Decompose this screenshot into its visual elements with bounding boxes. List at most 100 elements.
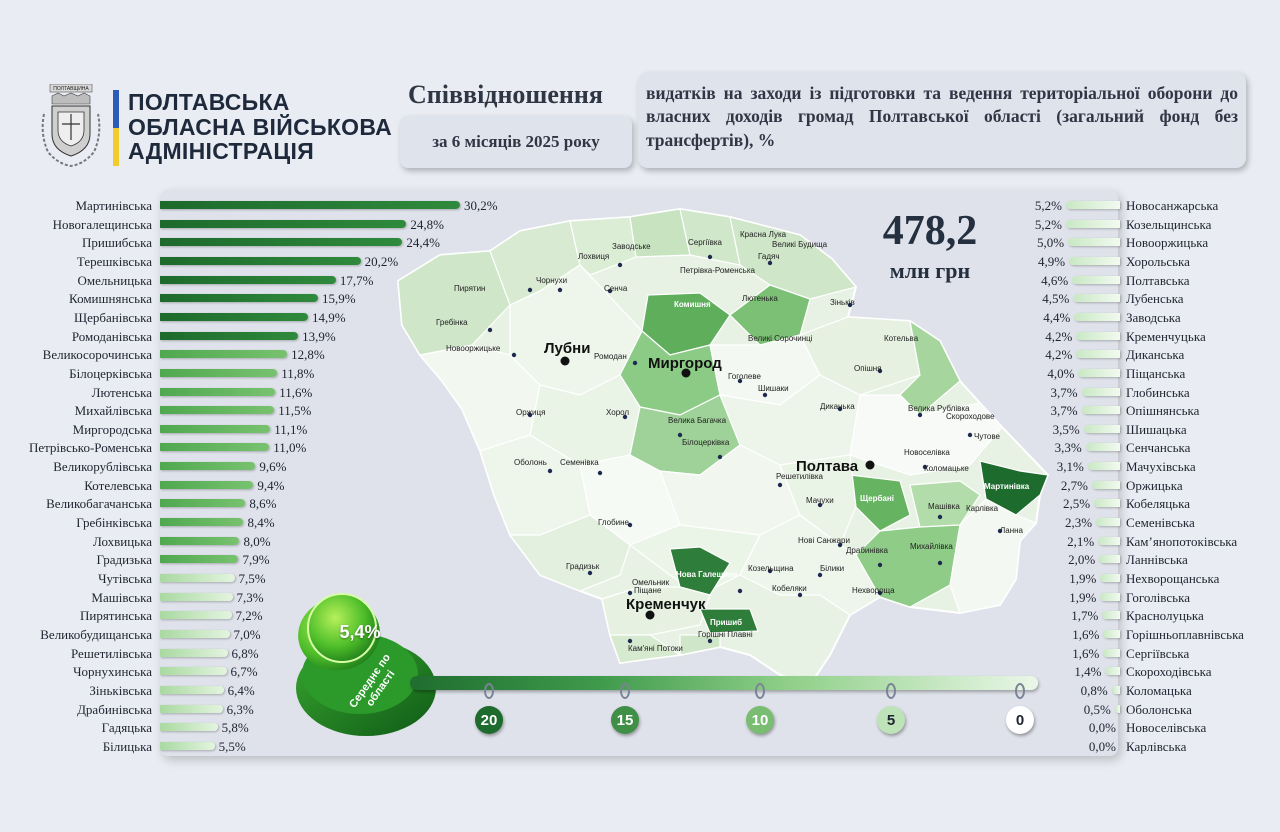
bar bbox=[1105, 667, 1120, 676]
bar-value-label: 6,8% bbox=[231, 645, 259, 661]
right-bar-row: 2,7% Оржицька bbox=[0, 477, 1280, 495]
map-label: Велика Багачка bbox=[668, 416, 727, 425]
left-bar-row: Чутівська 7,5% bbox=[0, 570, 1280, 588]
map-label: Гадяч bbox=[758, 252, 780, 261]
total-value: 478,2 bbox=[882, 208, 978, 254]
community-name: Пришибська bbox=[81, 235, 152, 251]
community-name: Заводська bbox=[1126, 309, 1181, 325]
community-name: Сергіївська bbox=[1126, 645, 1190, 661]
left-bar-row: Лютенська 11,6% bbox=[0, 384, 1280, 402]
bar bbox=[1087, 462, 1120, 471]
right-bar-row: 2,0% Ланнівська bbox=[0, 551, 1280, 569]
left-bar-row: Терешківська 20,2% bbox=[0, 253, 1280, 271]
value-scale-band bbox=[410, 676, 1038, 690]
bar bbox=[160, 406, 275, 415]
community-name: Семенівська bbox=[1126, 515, 1195, 531]
bar-value-label: 1,6% bbox=[1072, 645, 1100, 661]
community-name: Драбинівська bbox=[77, 701, 152, 717]
right-bar-row: 5,2% Козельщинська bbox=[0, 216, 1280, 234]
right-bar-row: 0,0% Карлівська bbox=[0, 738, 1280, 756]
community-name: Полтавська bbox=[1126, 272, 1190, 288]
community-name: Миргородська bbox=[72, 421, 152, 437]
community-name: Котелевська bbox=[84, 477, 152, 493]
right-bar-row: 0,8% Коломацька bbox=[0, 682, 1280, 700]
community-name: Мартинівська bbox=[75, 198, 152, 213]
right-bar-row: 4,2% Кременчуцька bbox=[0, 328, 1280, 346]
right-bar-row: 1,9% Гоголівська bbox=[0, 589, 1280, 607]
community-name: Сенчанська bbox=[1126, 440, 1191, 456]
community-name: Хорольська bbox=[1126, 253, 1190, 269]
bar-value-label: 11,0% bbox=[273, 440, 307, 456]
bar-value-label: 3,3% bbox=[1054, 440, 1082, 456]
bar-value-label: 3,5% bbox=[1052, 421, 1080, 437]
right-bar-row: 3,7% Опішнянська bbox=[0, 402, 1280, 420]
bar bbox=[160, 592, 233, 601]
bar bbox=[160, 294, 318, 303]
scale-tick: 20 bbox=[475, 706, 503, 734]
map-label: Решетилівка bbox=[776, 472, 824, 481]
right-bar-row: 4,0% Піщанська bbox=[0, 365, 1280, 383]
community-name: Чутівська bbox=[98, 571, 152, 586]
community-name: Великобагачанська bbox=[46, 496, 152, 512]
bar bbox=[160, 368, 278, 377]
bar-value-label: 17,7% bbox=[339, 272, 374, 288]
community-name: Решетилівська bbox=[71, 645, 152, 661]
left-bar-row: Щербанівська 14,9% bbox=[0, 309, 1280, 327]
map-label: Хорол bbox=[606, 408, 629, 417]
community-name: Оржицька bbox=[1126, 477, 1183, 493]
community-name: Скороходівська bbox=[1126, 664, 1212, 680]
community-name: Лютенська bbox=[91, 384, 152, 400]
bar bbox=[160, 536, 240, 545]
community-name: Коломацька bbox=[1126, 682, 1192, 698]
bar bbox=[1076, 331, 1120, 340]
map-label: Зіньків bbox=[830, 298, 855, 307]
left-bar-row: Білоцерківська 11,8% bbox=[0, 365, 1280, 383]
emblem-text: ПОЛТАВЩИНА bbox=[53, 86, 89, 92]
bar bbox=[1100, 574, 1120, 582]
left-bar-row: Драбинівська 6,3% bbox=[0, 701, 1280, 719]
bar bbox=[1069, 256, 1120, 265]
community-name: Піщанська bbox=[1126, 365, 1186, 381]
map-label: Коломацьке bbox=[924, 464, 969, 473]
page-title: Співвідношення bbox=[408, 80, 603, 109]
left-bar-row: Пришибська 24,4% bbox=[0, 234, 1280, 252]
community-name: Пирятинська bbox=[79, 608, 152, 624]
bar-value-label: 0,8% bbox=[1080, 682, 1108, 698]
bar bbox=[160, 462, 256, 471]
map-label: Нехворощa bbox=[852, 586, 895, 595]
bar bbox=[160, 312, 308, 321]
right-bar-row: 1,7% Краснолуцька bbox=[0, 607, 1280, 625]
bar-value-label: 1,7% bbox=[1071, 608, 1099, 624]
map-label: Оржиця bbox=[516, 408, 545, 417]
bar-value-label: 7,3% bbox=[236, 589, 264, 605]
right-bar-row: 2,5% Кобеляцька bbox=[0, 495, 1280, 513]
bar-value-label: 3,7% bbox=[1050, 403, 1078, 419]
left-bar-row: Петрівсько-Роменська 11,0% bbox=[0, 439, 1280, 457]
bar bbox=[160, 256, 361, 265]
map-label: Скороходове bbox=[946, 412, 995, 421]
left-bar-row: Новогалещинська 24,8% bbox=[0, 216, 1280, 234]
map-label: Сергіївка bbox=[688, 238, 723, 247]
map-label: Лютенька bbox=[742, 294, 778, 303]
community-name: Гадяцька bbox=[101, 720, 152, 736]
bar-value-label: 9,4% bbox=[257, 477, 285, 493]
bar-value-label: 4,2% bbox=[1045, 328, 1073, 344]
community-name: Білоцерківська bbox=[69, 365, 152, 381]
community-name: Машівська bbox=[91, 589, 152, 605]
map-label: Лохвиця bbox=[578, 252, 609, 261]
bar-value-label: 2,7% bbox=[1060, 477, 1088, 493]
map-label: Кам'яні Потоки bbox=[628, 644, 683, 653]
bar bbox=[1074, 312, 1120, 321]
map-label: Новооржицьке bbox=[446, 344, 501, 353]
bar bbox=[1066, 201, 1120, 209]
community-name: Горішньоплавнівська bbox=[1126, 626, 1244, 642]
map-label: Шишаки bbox=[758, 384, 789, 393]
bar-value-label: 4,2% bbox=[1045, 347, 1073, 363]
bar bbox=[160, 574, 235, 582]
left-bar-row: Великорублівська 9,6% bbox=[0, 458, 1280, 476]
map-label: Ланна bbox=[1000, 526, 1024, 535]
average-badge bbox=[296, 593, 436, 736]
bar-value-label: 2,5% bbox=[1062, 496, 1091, 512]
bar bbox=[160, 275, 336, 284]
bar-value-label: 2,0% bbox=[1068, 552, 1096, 568]
